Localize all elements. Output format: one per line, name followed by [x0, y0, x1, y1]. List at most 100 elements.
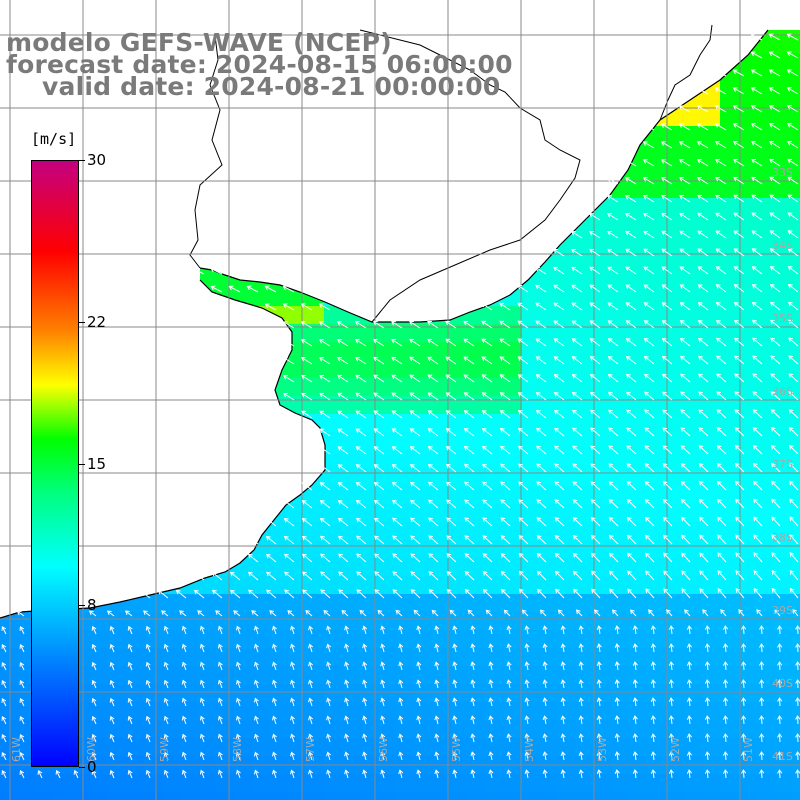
field-cell — [504, 702, 523, 721]
field-cell — [90, 648, 109, 667]
field-cell — [648, 270, 667, 289]
field-cell — [432, 432, 451, 451]
field-cell — [216, 612, 235, 631]
field-cell — [342, 432, 361, 451]
field-cell — [594, 648, 613, 667]
field-cell — [594, 450, 613, 469]
field-cell — [774, 774, 793, 793]
field-cell — [324, 684, 343, 703]
wind-arrow — [769, 212, 781, 221]
field-cell — [432, 558, 451, 577]
field-cell — [594, 306, 613, 325]
field-cell — [576, 702, 595, 721]
field-cell — [774, 630, 793, 649]
wind-arrow — [228, 285, 241, 293]
field-cell — [648, 378, 667, 397]
field-cell — [792, 720, 800, 739]
wind-arrow — [607, 213, 619, 221]
wind-arrow — [768, 33, 781, 41]
field-cell — [468, 360, 487, 379]
field-cell — [342, 378, 361, 397]
field-cell — [630, 774, 649, 793]
field-cell — [306, 792, 325, 800]
field-cell — [540, 648, 559, 667]
wind-arrow — [752, 319, 763, 329]
field-cell — [702, 162, 721, 181]
land-area — [0, 0, 800, 618]
field-cell — [702, 792, 721, 800]
field-cell — [630, 162, 649, 181]
wind-arrow — [750, 105, 763, 113]
field-cell — [126, 720, 145, 739]
field-cell — [450, 504, 469, 523]
field-cell — [648, 126, 667, 145]
field-cell — [648, 612, 667, 631]
wind-arrow — [769, 266, 781, 275]
coastline-path — [0, 29, 769, 619]
field-cell — [666, 414, 685, 433]
colorbar-tick-mark — [79, 767, 85, 768]
field-cell — [774, 738, 793, 757]
field-cell — [270, 576, 289, 595]
wind-arrow — [714, 105, 727, 113]
wind-arrow — [678, 141, 691, 149]
field-cell — [576, 450, 595, 469]
field-cell — [630, 558, 649, 577]
field-cell — [792, 540, 800, 559]
field-cell — [774, 522, 793, 541]
field-cell — [234, 702, 253, 721]
field-cell — [630, 432, 649, 451]
field-cell — [360, 522, 379, 541]
wind-arrow — [697, 177, 709, 185]
field-cell — [486, 576, 505, 595]
field-cell — [576, 252, 595, 271]
field-cell — [576, 648, 595, 667]
field-cell — [774, 396, 793, 415]
field-cell — [306, 702, 325, 721]
field-cell — [774, 540, 793, 559]
field-cell — [576, 720, 595, 739]
wind-arrow — [409, 321, 421, 329]
wind-arrow — [661, 302, 673, 311]
field-cell — [774, 486, 793, 505]
field-cell — [504, 342, 523, 361]
field-cell — [162, 666, 181, 685]
field-cell — [468, 378, 487, 397]
field-cell — [396, 360, 415, 379]
wind-arrow — [786, 33, 799, 41]
field-cell — [162, 792, 181, 800]
wind-arrow — [733, 159, 745, 167]
wind-arrow — [535, 320, 547, 329]
field-cell — [0, 738, 19, 757]
field-cell — [774, 702, 793, 721]
wind-arrow — [589, 213, 601, 221]
field-cell — [216, 630, 235, 649]
wind-arrow — [787, 283, 799, 293]
field-cell — [648, 414, 667, 433]
wind-arrow — [715, 319, 727, 329]
field-cell — [774, 612, 793, 631]
field-cell — [324, 720, 343, 739]
field-cell — [432, 486, 451, 505]
field-cell — [486, 522, 505, 541]
field-cell — [108, 720, 127, 739]
field-cell — [270, 684, 289, 703]
field-cell — [792, 324, 800, 343]
field-cell — [720, 288, 739, 307]
field-cell — [378, 774, 397, 793]
field-cell — [468, 558, 487, 577]
field-cell — [378, 432, 397, 451]
field-cell — [432, 666, 451, 685]
field-cell — [504, 486, 523, 505]
field-cell — [594, 360, 613, 379]
field-cell — [486, 594, 505, 613]
field-cell — [756, 216, 775, 235]
field-cell — [396, 612, 415, 631]
field-cell — [648, 540, 667, 559]
field-cell — [558, 792, 577, 800]
field-cell — [576, 324, 595, 343]
field-cell — [504, 612, 523, 631]
field-cell — [774, 180, 793, 199]
field-cell — [756, 774, 775, 793]
field-cell — [396, 450, 415, 469]
